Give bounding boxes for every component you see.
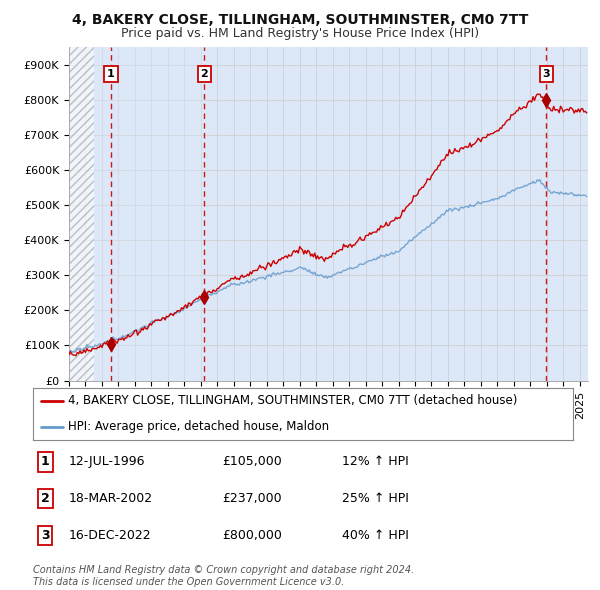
Bar [69,47,94,381]
Bar [94,47,204,381]
Text: 12% ↑ HPI: 12% ↑ HPI [342,455,409,468]
Text: 12-JUL-1996: 12-JUL-1996 [69,455,146,468]
Text: Contains HM Land Registry data © Crown copyright and database right 2024.
This d: Contains HM Land Registry data © Crown c… [33,565,414,587]
Text: 2: 2 [41,492,49,505]
Text: 16-DEC-2022: 16-DEC-2022 [69,529,152,542]
Text: 3: 3 [41,529,49,542]
Text: £800,000: £800,000 [222,529,282,542]
Text: 40% ↑ HPI: 40% ↑ HPI [342,529,409,542]
Text: 1: 1 [41,455,49,468]
Text: Price paid vs. HM Land Registry's House Price Index (HPI): Price paid vs. HM Land Registry's House … [121,27,479,40]
Text: £237,000: £237,000 [222,492,281,505]
Text: 25% ↑ HPI: 25% ↑ HPI [342,492,409,505]
Text: 1: 1 [107,69,115,79]
Text: HPI: Average price, detached house, Maldon: HPI: Average price, detached house, Mald… [68,420,329,433]
Text: 4, BAKERY CLOSE, TILLINGHAM, SOUTHMINSTER, CM0 7TT (detached house): 4, BAKERY CLOSE, TILLINGHAM, SOUTHMINSTE… [68,394,517,407]
Text: 4, BAKERY CLOSE, TILLINGHAM, SOUTHMINSTER, CM0 7TT: 4, BAKERY CLOSE, TILLINGHAM, SOUTHMINSTE… [72,13,528,27]
Text: 3: 3 [542,69,550,79]
Text: 18-MAR-2002: 18-MAR-2002 [69,492,153,505]
Text: 2: 2 [200,69,208,79]
Text: £105,000: £105,000 [222,455,282,468]
